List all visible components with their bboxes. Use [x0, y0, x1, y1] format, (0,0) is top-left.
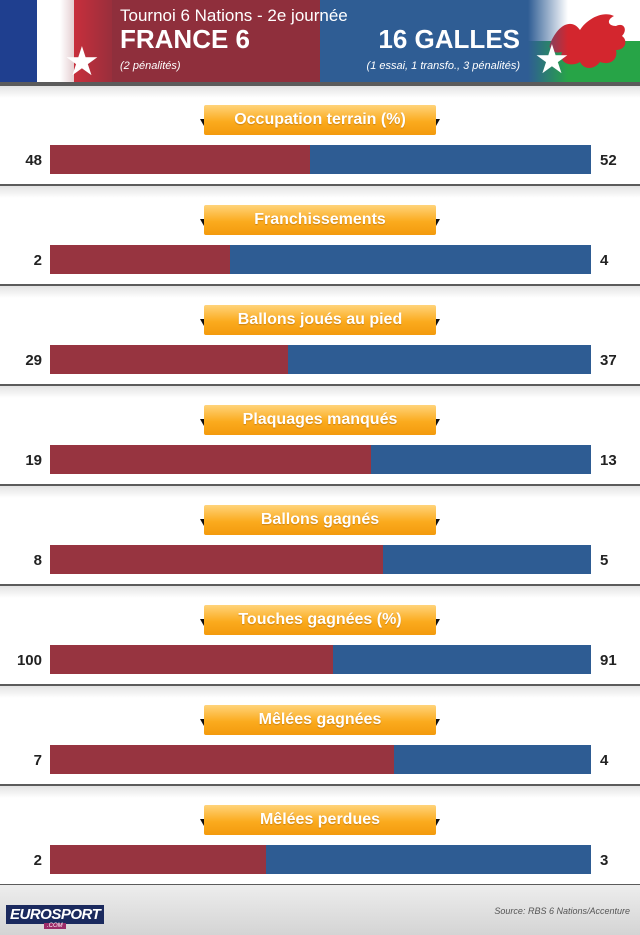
stat-panel: Occupation terrain (%) 48 52	[0, 86, 640, 184]
stat-label-banner: Ballons joués au pied	[200, 305, 440, 341]
stat-label: Mêlées perdues	[204, 805, 436, 835]
wales-bar	[50, 145, 591, 174]
source-note: Source: RBS 6 Nations/Accenture	[494, 906, 630, 916]
stat-label: Ballons gagnés	[204, 505, 436, 535]
france-flag-icon: ★	[0, 0, 112, 82]
stat-label: Mêlées gagnées	[204, 705, 436, 735]
france-value: 100	[16, 652, 42, 669]
stat-label-banner: Franchissements	[200, 205, 440, 241]
footer: EUROSPORT .COM Source: RBS 6 Nations/Acc…	[0, 885, 640, 935]
wales-value: 37	[600, 352, 617, 369]
france-bar	[50, 545, 383, 574]
france-value: 48	[25, 152, 42, 169]
france-bar	[50, 445, 372, 474]
wales-value: 5	[600, 552, 609, 569]
france-bar	[50, 345, 288, 374]
stat-panel: Mêlées perdues 2 3	[0, 786, 640, 884]
stat-panel: Mêlées gagnées 7 4	[0, 686, 640, 784]
wales-value: 3	[600, 852, 609, 869]
stat-label: Franchissements	[204, 205, 436, 235]
team-right-detail: (1 essai, 1 transfo., 3 pénalités)	[366, 60, 520, 72]
france-value: 19	[25, 452, 42, 469]
wales-flag-icon: ★	[528, 0, 640, 82]
stat-label-banner: Mêlées gagnées	[200, 705, 440, 741]
eurosport-logo-suffix: .COM	[44, 923, 66, 929]
wales-bar	[50, 745, 591, 774]
eurosport-logo: EUROSPORT	[6, 905, 105, 924]
wales-bar	[50, 245, 591, 274]
france-bar	[50, 645, 334, 674]
wales-bar	[50, 545, 591, 574]
stat-label: Touches gagnées (%)	[204, 605, 436, 635]
team-left-score: FRANCE 6	[120, 24, 251, 54]
france-value: 2	[33, 852, 42, 869]
stat-label: Occupation terrain (%)	[204, 105, 436, 135]
france-bar	[50, 845, 267, 874]
stat-panel: Ballons gagnés 8 5	[0, 486, 640, 584]
stat-label-banner: Occupation terrain (%)	[200, 105, 440, 141]
france-value: 2	[33, 252, 42, 269]
wales-bar	[50, 645, 591, 674]
team-right-score: 16 GALLES	[378, 24, 520, 54]
wales-value: 13	[600, 452, 617, 469]
wales-value: 91	[600, 652, 617, 669]
wales-bar	[50, 845, 591, 874]
star-icon: ★	[534, 38, 570, 82]
wales-value: 52	[600, 152, 617, 169]
stat-label: Plaquages manqués	[204, 405, 436, 435]
france-value: 8	[33, 552, 42, 569]
stat-label: Ballons joués au pied	[204, 305, 436, 335]
stat-panel: Plaquages manqués 19 13	[0, 386, 640, 484]
wales-value: 4	[600, 752, 609, 769]
team-left-detail: (2 pénalités)	[120, 60, 181, 72]
wales-bar	[50, 345, 591, 374]
stat-panel: Ballons joués au pied 29 37	[0, 286, 640, 384]
stat-panel: Franchissements 2 4	[0, 186, 640, 284]
stat-label-banner: Plaquages manqués	[200, 405, 440, 441]
tournament-title: Tournoi 6 Nations - 2e journée	[120, 6, 348, 25]
france-bar	[50, 145, 310, 174]
france-bar	[50, 245, 231, 274]
france-value: 29	[25, 352, 42, 369]
wales-bar	[50, 445, 591, 474]
france-bar	[50, 745, 395, 774]
france-value: 7	[33, 752, 42, 769]
match-header: ★ ★ Tournoi 6 Nations - 2e journée FRANC…	[0, 0, 640, 82]
stat-label-banner: Touches gagnées (%)	[200, 605, 440, 641]
wales-value: 4	[600, 252, 609, 269]
star-icon: ★	[64, 40, 100, 82]
stat-label-banner: Mêlées perdues	[200, 805, 440, 841]
stat-panel: Touches gagnées (%) 100 91	[0, 586, 640, 684]
stat-label-banner: Ballons gagnés	[200, 505, 440, 541]
